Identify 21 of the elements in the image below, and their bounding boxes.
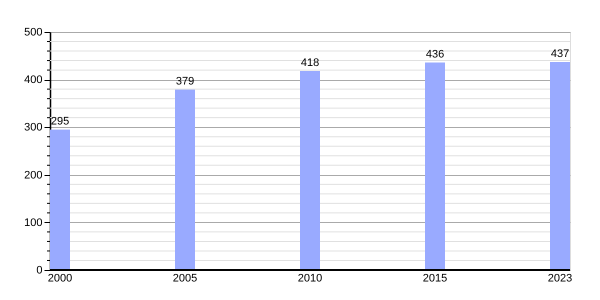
bar — [300, 71, 320, 270]
data-label: 379 — [176, 76, 194, 88]
x-tick-label: 2010 — [298, 272, 322, 284]
y-tick-label: 400 — [24, 74, 42, 86]
y-tick-label: 100 — [24, 216, 42, 229]
bar — [50, 130, 70, 270]
data-label: 295 — [50, 116, 70, 128]
x-tick-label: 2015 — [422, 272, 448, 284]
data-label: 418 — [300, 57, 320, 70]
bar — [175, 90, 195, 270]
x-tick-label: 2023 — [548, 272, 572, 284]
x-tick-label: 2000 — [48, 272, 72, 284]
y-tick-label: 0 — [36, 264, 42, 276]
y-tick-label: 300 — [24, 122, 42, 134]
data-label: 437 — [550, 48, 570, 60]
x-tick-label: 2005 — [172, 272, 198, 284]
y-tick-label: 200 — [24, 169, 42, 182]
data-label: 436 — [426, 48, 444, 60]
bar — [425, 62, 445, 270]
bar — [550, 62, 570, 270]
y-tick-label: 500 — [24, 26, 42, 38]
